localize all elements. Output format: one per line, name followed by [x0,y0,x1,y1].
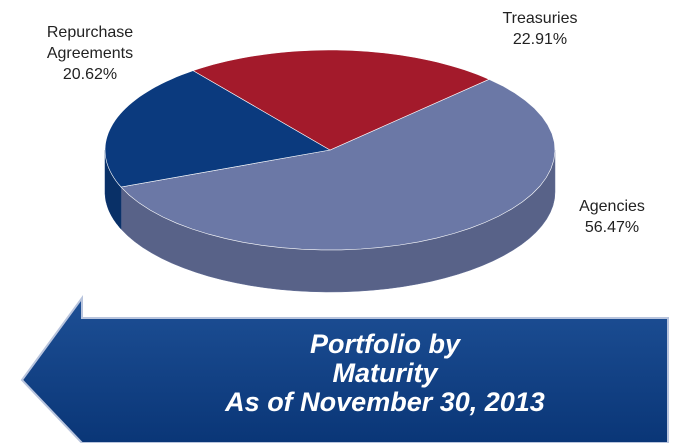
pie [104,49,556,293]
slice-label: Treasuries 22.91% [475,8,605,50]
value-label: 20.62% [62,66,118,83]
arrow-banner [20,294,669,443]
title-text: Portfolio by Maturity [310,329,460,388]
category-label: Agencies [579,198,645,215]
value-label: 56.47% [584,219,640,236]
slice-label: Repurchase Agreements 20.62% [25,22,155,85]
slice-label: Agencies 56.47% [547,196,676,238]
category-label: Treasuries [502,10,578,27]
slice [120,78,556,251]
chart-title: Portfolio by Maturity [160,330,610,388]
chart-subtitle: As of November 30, 2013 [225,387,545,417]
value-label: 22.91% [512,31,568,48]
category-label: Repurchase Agreements [46,24,134,62]
slice [104,70,331,188]
slice [192,49,490,151]
